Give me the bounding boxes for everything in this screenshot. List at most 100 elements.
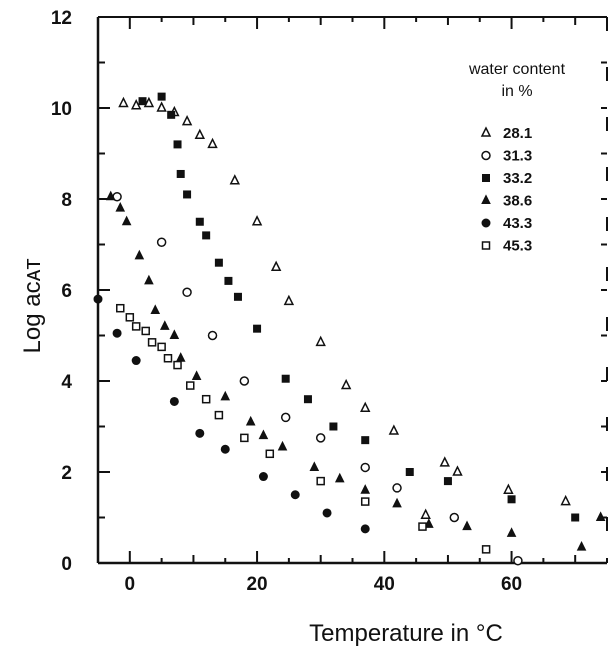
axis-ticks bbox=[98, 16, 608, 564]
data-point bbox=[134, 249, 145, 260]
data-point bbox=[360, 401, 371, 413]
data-markers bbox=[93, 92, 606, 566]
data-point bbox=[361, 436, 370, 445]
data-point bbox=[138, 97, 147, 106]
data-point bbox=[229, 174, 241, 185]
data-point bbox=[240, 433, 249, 443]
data-point bbox=[281, 374, 290, 383]
data-point bbox=[245, 415, 256, 426]
data-point bbox=[220, 390, 231, 401]
data-point bbox=[163, 354, 173, 363]
data-point bbox=[207, 137, 218, 149]
data-point bbox=[159, 320, 170, 330]
data-point bbox=[258, 429, 269, 440]
y-tick-label: 8 bbox=[61, 190, 72, 211]
data-point bbox=[191, 370, 202, 380]
legend-title-line2: in % bbox=[501, 83, 532, 100]
data-point bbox=[115, 201, 126, 212]
data-point bbox=[176, 169, 185, 178]
data-point bbox=[334, 472, 345, 483]
x-tick-label: 60 bbox=[501, 574, 522, 595]
legend-label: 28.1 bbox=[503, 125, 532, 142]
data-point bbox=[147, 338, 157, 347]
data-point bbox=[224, 276, 233, 285]
data-point bbox=[112, 328, 122, 338]
data-point bbox=[360, 524, 370, 534]
data-point bbox=[513, 555, 523, 566]
data-point bbox=[315, 335, 326, 347]
data-point bbox=[388, 424, 400, 435]
data-point bbox=[253, 324, 262, 333]
data-point bbox=[507, 495, 516, 504]
data-point bbox=[118, 96, 129, 108]
legend-label: 43.3 bbox=[503, 215, 532, 232]
data-point bbox=[131, 356, 141, 366]
data-point bbox=[322, 508, 332, 518]
data-point bbox=[462, 520, 472, 531]
data-point bbox=[316, 476, 325, 486]
data-point bbox=[251, 215, 263, 226]
data-point bbox=[503, 483, 514, 494]
legend-label: 31.3 bbox=[503, 148, 532, 165]
data-point bbox=[93, 294, 103, 304]
x-tick-label: 20 bbox=[246, 574, 267, 595]
y-tick-label: 4 bbox=[61, 372, 72, 393]
legend-label: 45.3 bbox=[503, 238, 532, 255]
data-point bbox=[452, 465, 463, 476]
y-tick-label: 12 bbox=[51, 8, 72, 29]
data-point bbox=[143, 96, 155, 108]
data-point bbox=[207, 330, 218, 341]
data-point bbox=[131, 322, 141, 331]
data-point bbox=[157, 342, 166, 352]
data-point bbox=[169, 396, 179, 406]
data-point bbox=[443, 477, 452, 486]
data-point bbox=[130, 99, 142, 110]
data-point bbox=[424, 518, 434, 528]
series-45-3 bbox=[116, 303, 491, 554]
data-point bbox=[277, 440, 288, 451]
data-point bbox=[202, 231, 211, 240]
data-point bbox=[144, 274, 154, 285]
data-point bbox=[167, 110, 176, 119]
data-point bbox=[283, 294, 295, 306]
legend-entries: 28.1 31.3 33.2 38.6 43.3 45.3 bbox=[480, 125, 532, 255]
data-point bbox=[439, 456, 450, 467]
data-point bbox=[173, 140, 182, 149]
data-point bbox=[156, 101, 167, 112]
data-point bbox=[290, 490, 300, 500]
data-point bbox=[506, 527, 517, 537]
y-tick-label: 0 bbox=[61, 554, 72, 575]
data-point bbox=[173, 360, 182, 370]
legend-marker bbox=[481, 241, 491, 250]
data-point bbox=[309, 461, 320, 471]
legend-label: 33.2 bbox=[503, 170, 532, 187]
data-point bbox=[194, 128, 206, 140]
series-43-3 bbox=[93, 294, 370, 534]
legend: water content in % 28.1 31.3 33.2 38.6 43.3 4… bbox=[468, 61, 566, 255]
data-point bbox=[182, 287, 192, 298]
data-point bbox=[449, 512, 460, 523]
y-tick-label: 10 bbox=[51, 99, 72, 120]
data-point bbox=[329, 422, 338, 431]
data-point bbox=[270, 260, 282, 271]
legend-marker bbox=[480, 126, 492, 137]
data-point bbox=[175, 352, 186, 362]
data-point bbox=[121, 215, 132, 226]
data-point bbox=[169, 329, 180, 339]
data-point bbox=[392, 483, 402, 493]
data-point bbox=[315, 433, 326, 443]
legend-label: 38.6 bbox=[503, 193, 532, 210]
data-point bbox=[265, 449, 275, 459]
data-point bbox=[360, 484, 371, 494]
legend-marker bbox=[481, 194, 491, 204]
data-point bbox=[360, 497, 370, 506]
data-point bbox=[481, 545, 491, 554]
x-axis-title: Temperature in °C bbox=[309, 620, 503, 647]
data-point bbox=[201, 394, 211, 404]
data-point bbox=[125, 313, 135, 322]
data-point bbox=[239, 376, 250, 386]
data-point bbox=[141, 326, 150, 336]
series-28-1 bbox=[118, 96, 571, 519]
data-point bbox=[116, 303, 125, 313]
